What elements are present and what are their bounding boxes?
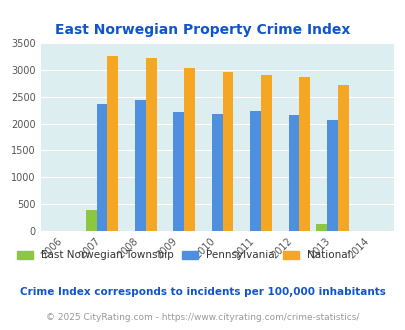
- Bar: [86, 210, 96, 231]
- Bar: [249, 111, 260, 231]
- Bar: [337, 85, 347, 231]
- Bar: [211, 114, 222, 231]
- Text: Crime Index corresponds to incidents per 100,000 inhabitants: Crime Index corresponds to incidents per…: [20, 287, 385, 297]
- Bar: [96, 104, 107, 231]
- Bar: [107, 56, 118, 231]
- Text: © 2025 CityRating.com - https://www.cityrating.com/crime-statistics/: © 2025 CityRating.com - https://www.city…: [46, 313, 359, 322]
- Bar: [145, 58, 156, 231]
- Bar: [222, 72, 233, 231]
- Bar: [298, 77, 309, 231]
- Bar: [173, 112, 184, 231]
- Bar: [315, 224, 326, 231]
- Text: East Norwegian Property Crime Index: East Norwegian Property Crime Index: [55, 23, 350, 37]
- Bar: [135, 100, 145, 231]
- Legend: East Norwegian Township, Pennsylvania, National: East Norwegian Township, Pennsylvania, N…: [17, 250, 350, 260]
- Bar: [326, 120, 337, 231]
- Bar: [288, 115, 298, 231]
- Bar: [260, 75, 271, 231]
- Bar: [184, 68, 194, 231]
